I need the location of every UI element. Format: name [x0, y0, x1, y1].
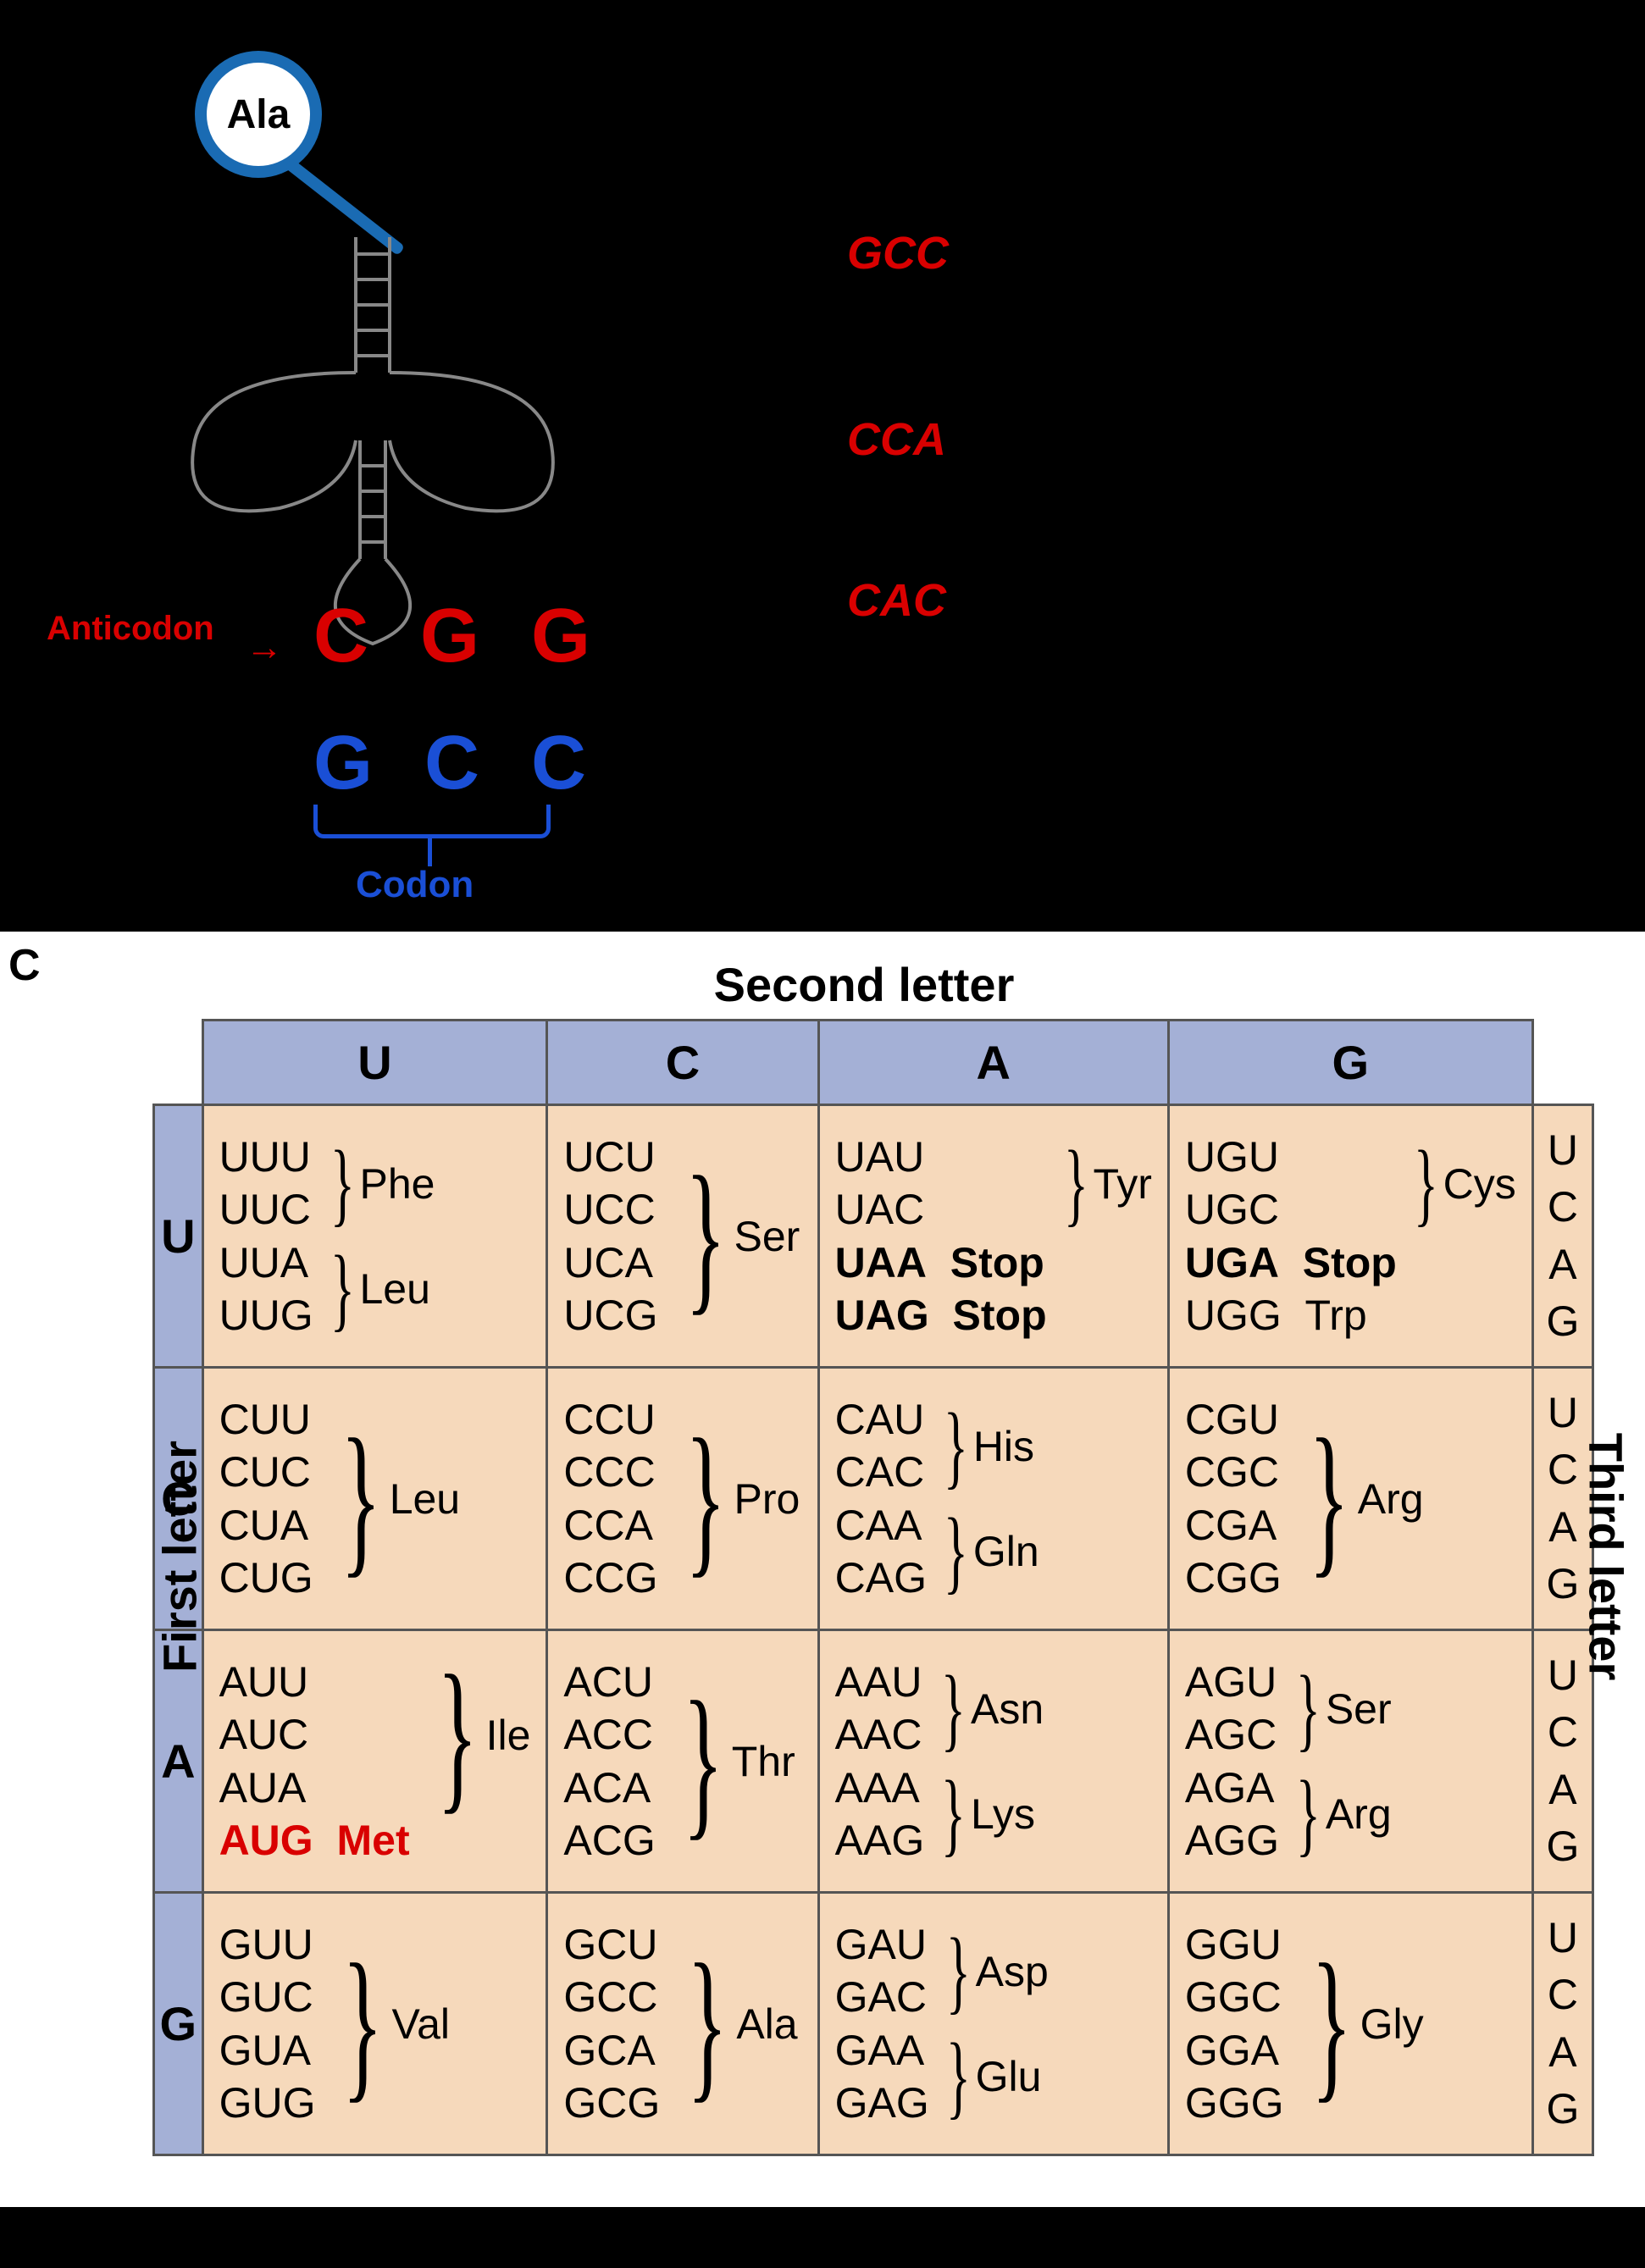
third-letter-cell: UCAG — [1532, 1105, 1592, 1368]
codon-cell: ACUACCACAACG}Thr — [547, 1630, 818, 1893]
row-header: G — [154, 1893, 203, 2155]
second-letter-label: Second letter — [271, 957, 1457, 1012]
codon-table-row: AAUUAUCAUAAUG Met}IleACUACCACAACG}ThrAAU… — [154, 1630, 1593, 1893]
codon-cell: UCUUCCUCAUCG}Ser — [547, 1105, 818, 1368]
codon-table-row: UUUUUUCUUAUUG}Phe}LeuUCUUCCUCAUCG}SerUAU… — [154, 1105, 1593, 1368]
amino-acid-circle: Ala — [195, 51, 322, 178]
anticodon-label: Anticodon — [47, 610, 214, 648]
codon-cell: CAUCACCAACAG}His}Gln — [818, 1368, 1168, 1630]
codon-cell: CCUCCCCCACCG}Pro — [547, 1368, 818, 1630]
right-row-3-highlight: CAC — [847, 575, 946, 626]
corner-blank — [154, 1021, 203, 1105]
codon-table-row: CCUUCUCCUACUG}LeuCCUCCCCCACCG}ProCAUCACC… — [154, 1368, 1593, 1630]
right-row-1-highlight: GCC — [847, 228, 949, 279]
codon-bracket-icon — [313, 805, 551, 838]
codon-sequence: G C C — [313, 720, 601, 807]
trna-diagram-panel: Ala — [0, 0, 1645, 932]
codon-cell: AUUAUCAUAAUG Met}Ile — [202, 1630, 547, 1893]
row-header: U — [154, 1105, 203, 1368]
codon-table-header-row: U C A G — [154, 1021, 1593, 1105]
codon-table-row: GGUUGUCGUAGUG}ValGCUGCCGCAGCG}AlaGAUGACG… — [154, 1893, 1593, 2155]
codon-cell: GAUGACGAAGAG}Asp}Glu — [818, 1893, 1168, 2155]
third-letter-cell: UCAG — [1532, 1893, 1592, 2155]
col-header: A — [818, 1021, 1168, 1105]
corner-blank — [1532, 1021, 1592, 1105]
anticodon-sequence: C G G — [313, 593, 606, 680]
codon-cell: AGUAGCAGAAGG}Ser}Arg — [1168, 1630, 1532, 1893]
codon-cell: GUUGUCGUAGUG}Val — [202, 1893, 547, 2155]
third-letter-label: Third letter — [1578, 1433, 1633, 1680]
anticodon-arrow-icon: → — [246, 627, 283, 669]
codon-cell: CGUCGCCGACGG}Arg — [1168, 1368, 1532, 1630]
codon-label: Codon — [356, 864, 474, 906]
codon-table-panel: C First letter Third letter Second lette… — [0, 932, 1645, 2207]
codon-table: U C A G UUUUUUCUUAUUG}Phe}LeuUCUUCCUCAUC… — [152, 1019, 1594, 2156]
right-row-1: GCC — [847, 229, 1592, 279]
codon-cell: UGUUGCUGA StopUGG Trp}Cys — [1168, 1105, 1532, 1368]
codon-bracket-stem — [428, 837, 432, 866]
right-row-3: CAC — [847, 576, 1592, 626]
codon-cell: UUUUUCUUAUUG}Phe}Leu — [202, 1105, 547, 1368]
right-row-2: CCA — [847, 415, 1592, 465]
codon-cell: GCUGCCGCAGCG}Ala — [547, 1893, 818, 2155]
amino-acid-label: Ala — [227, 91, 291, 138]
panel-label: C — [8, 940, 41, 991]
codon-cell: CUUCUCCUACUG}Leu — [202, 1368, 547, 1630]
codon-cell: AAUAACAAAAAG}Asn}Lys — [818, 1630, 1168, 1893]
col-header: G — [1168, 1021, 1532, 1105]
first-letter-label: First letter — [152, 1441, 207, 1673]
col-header: C — [547, 1021, 818, 1105]
codon-cell: GGUGGCGGAGGG}Gly — [1168, 1893, 1532, 2155]
right-row-2-highlight: CCA — [847, 414, 946, 465]
codon-cell: UAUUACUAA StopUAG Stop}Tyr — [818, 1105, 1168, 1368]
col-header: U — [202, 1021, 547, 1105]
